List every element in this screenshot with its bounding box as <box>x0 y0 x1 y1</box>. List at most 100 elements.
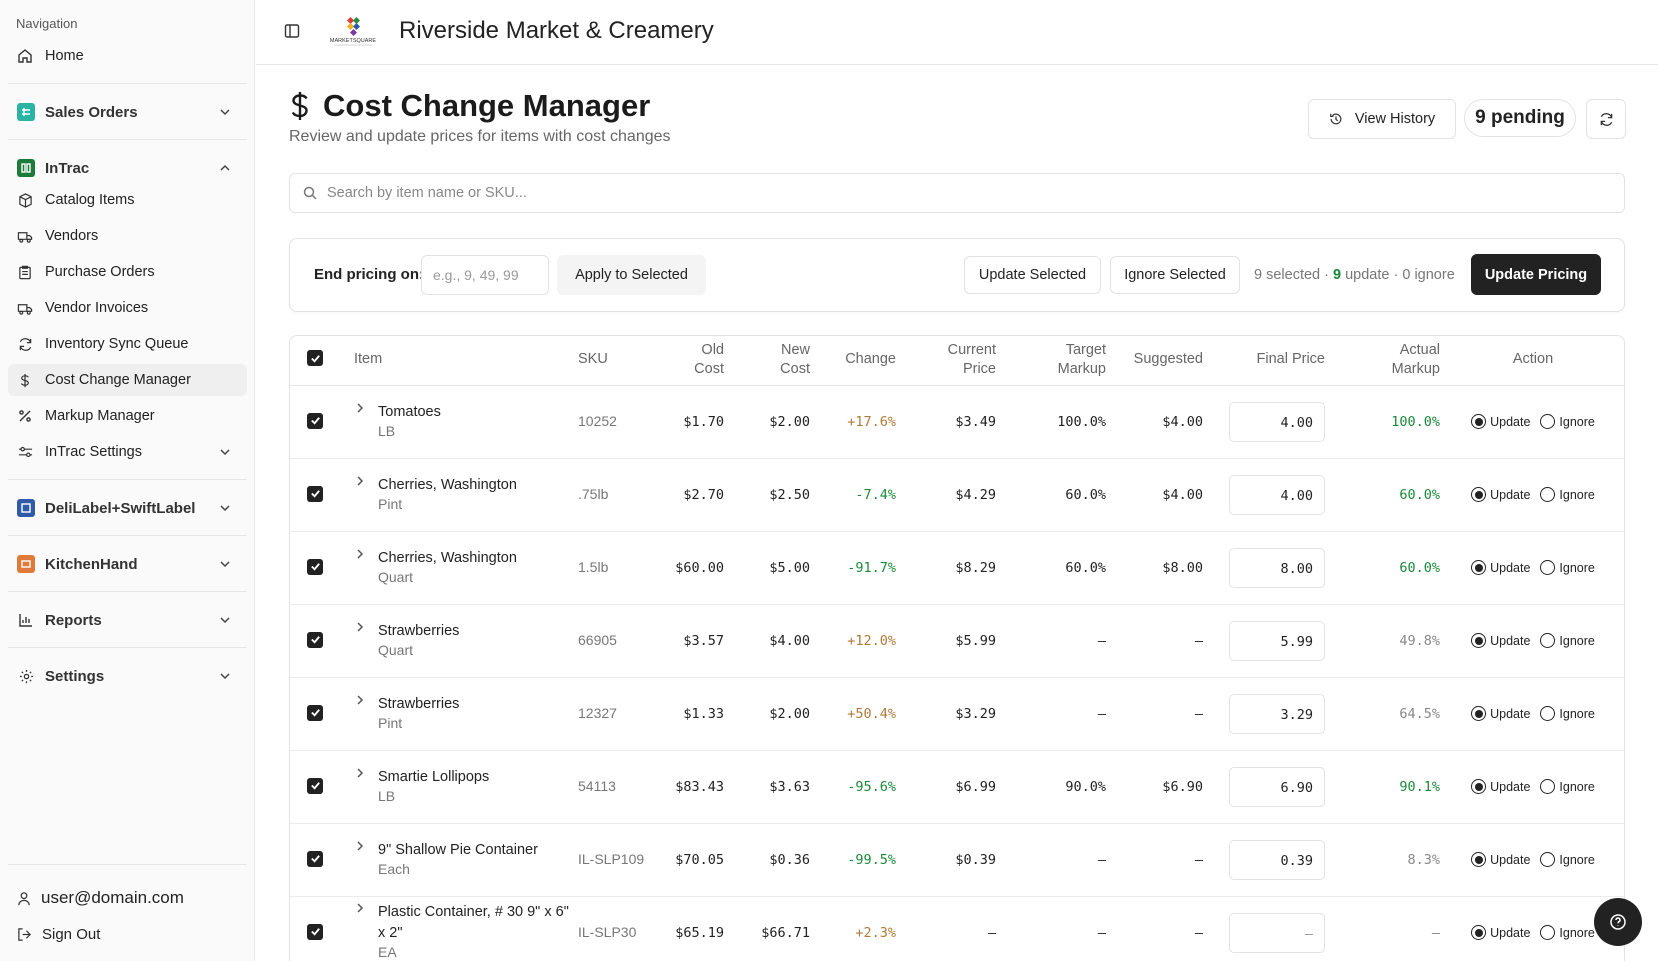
expand-row-icon[interactable] <box>355 694 365 710</box>
update-radio-dot[interactable] <box>1471 633 1487 648</box>
ignore-radio-dot[interactable] <box>1540 414 1556 429</box>
ignore-radio-dot[interactable] <box>1540 487 1556 502</box>
final-price-input[interactable]: 4.00 <box>1229 474 1325 515</box>
ignore-selected-button[interactable]: Ignore Selected <box>1110 256 1240 294</box>
final-price-input[interactable]: 8.00 <box>1229 547 1325 588</box>
row-select-cell[interactable] <box>290 896 340 961</box>
row-checkbox[interactable] <box>307 412 323 429</box>
ignore-radio-dot[interactable] <box>1540 852 1556 867</box>
help-button[interactable] <box>1594 898 1642 946</box>
col-change[interactable]: Change <box>810 336 896 386</box>
final-price-input[interactable]: 0.39 <box>1229 839 1325 880</box>
row-select-cell[interactable] <box>290 604 340 678</box>
update-radio-dot[interactable] <box>1471 779 1487 794</box>
row-checkbox[interactable] <box>307 850 323 867</box>
update-radio[interactable]: Update <box>1471 779 1530 794</box>
expand-row-icon[interactable] <box>355 902 365 918</box>
update-radio-dot[interactable] <box>1471 925 1487 940</box>
update-radio[interactable]: Update <box>1471 706 1530 721</box>
final-price-input[interactable]: 4.00 <box>1229 401 1325 442</box>
sidebar-toggle-icon[interactable] <box>284 23 300 42</box>
col-final-price[interactable]: Final Price <box>1203 336 1340 386</box>
col-current-price[interactable]: Current Price <box>896 336 996 386</box>
search-input[interactable] <box>327 185 1577 201</box>
ignore-radio-dot[interactable] <box>1540 779 1556 794</box>
select-all-checkbox[interactable] <box>307 350 323 367</box>
update-radio[interactable]: Update <box>1471 925 1530 940</box>
ignore-radio-dot[interactable] <box>1540 560 1556 575</box>
ignore-radio[interactable]: Ignore <box>1540 706 1595 721</box>
nav-vendors[interactable]: Vendors <box>8 220 247 252</box>
update-radio[interactable]: Update <box>1471 633 1530 648</box>
nav-group-delilabel[interactable]: DeliLabel+SwiftLabel <box>8 492 247 524</box>
nav-intrac-settings[interactable]: InTrac Settings <box>8 436 247 468</box>
nav-group-intrac[interactable]: InTrac <box>8 152 247 184</box>
row-select-cell[interactable] <box>290 677 340 751</box>
expand-row-icon[interactable] <box>355 402 365 418</box>
final-price-input[interactable]: 3.29 <box>1229 693 1325 734</box>
col-item[interactable]: Item <box>340 336 578 386</box>
ignore-radio[interactable]: Ignore <box>1540 633 1595 648</box>
nav-group-kitchenhand[interactable]: KitchenHand <box>8 548 247 580</box>
row-select-cell[interactable] <box>290 458 340 532</box>
update-radio[interactable]: Update <box>1471 487 1530 502</box>
col-sku[interactable]: SKU <box>578 336 652 386</box>
col-action[interactable]: Action <box>1440 336 1624 386</box>
nav-group-reports[interactable]: Reports <box>8 604 247 636</box>
ignore-radio-dot[interactable] <box>1540 706 1556 721</box>
update-radio-dot[interactable] <box>1471 706 1487 721</box>
update-radio-dot[interactable] <box>1471 487 1487 502</box>
view-history-button[interactable]: View History <box>1308 99 1456 139</box>
update-radio-dot[interactable] <box>1471 560 1487 575</box>
final-price-input[interactable]: 5.99 <box>1229 620 1325 661</box>
ignore-radio-dot[interactable] <box>1540 925 1556 940</box>
row-checkbox[interactable] <box>307 558 323 575</box>
nav-markup-manager[interactable]: Markup Manager <box>8 400 247 432</box>
row-select-cell[interactable] <box>290 750 340 824</box>
nav-cost-change-manager[interactable]: Cost Change Manager <box>8 364 247 396</box>
col-target-markup[interactable]: Target Markup <box>996 336 1106 386</box>
col-actual-markup[interactable]: Actual Markup <box>1340 336 1440 386</box>
update-radio[interactable]: Update <box>1471 414 1530 429</box>
nav-purchase-orders[interactable]: Purchase Orders <box>8 256 247 288</box>
row-select-cell[interactable] <box>290 823 340 897</box>
row-select-cell[interactable] <box>290 385 340 459</box>
update-selected-button[interactable]: Update Selected <box>964 256 1101 294</box>
ignore-radio[interactable]: Ignore <box>1540 925 1595 940</box>
ignore-radio[interactable]: Ignore <box>1540 560 1595 575</box>
nav-home[interactable]: Home <box>8 40 247 72</box>
expand-row-icon[interactable] <box>355 621 365 637</box>
col-suggested[interactable]: Suggested <box>1106 336 1203 386</box>
nav-catalog-items[interactable]: Catalog Items <box>8 184 247 216</box>
expand-row-icon[interactable] <box>355 548 365 564</box>
row-checkbox[interactable] <box>307 923 323 940</box>
apply-to-selected-button[interactable]: Apply to Selected <box>557 255 706 295</box>
refresh-button[interactable] <box>1586 99 1626 139</box>
row-checkbox[interactable] <box>307 631 323 648</box>
sign-out-button[interactable]: Sign Out <box>17 926 100 943</box>
final-price-input[interactable]: 6.90 <box>1229 766 1325 807</box>
ignore-radio[interactable]: Ignore <box>1540 487 1595 502</box>
ignore-radio[interactable]: Ignore <box>1540 779 1595 794</box>
update-radio[interactable]: Update <box>1471 560 1530 575</box>
ignore-radio[interactable]: Ignore <box>1540 852 1595 867</box>
select-all-cell[interactable] <box>290 336 340 386</box>
row-checkbox[interactable] <box>307 485 323 502</box>
row-select-cell[interactable] <box>290 531 340 605</box>
ignore-radio-dot[interactable] <box>1540 633 1556 648</box>
expand-row-icon[interactable] <box>355 767 365 783</box>
col-old-cost[interactable]: Old Cost <box>652 336 724 386</box>
nav-inventory-sync-queue[interactable]: Inventory Sync Queue <box>8 328 247 360</box>
final-price-input[interactable]: — <box>1229 912 1325 953</box>
nav-group-sales-orders[interactable]: Sales Orders <box>8 96 247 128</box>
row-checkbox[interactable] <box>307 704 323 721</box>
update-radio-dot[interactable] <box>1471 852 1487 867</box>
expand-row-icon[interactable] <box>355 840 365 856</box>
end-pricing-input[interactable] <box>421 255 549 295</box>
ignore-radio[interactable]: Ignore <box>1540 414 1595 429</box>
user-account[interactable]: user@domain.com <box>17 888 184 908</box>
nav-group-settings[interactable]: Settings <box>8 660 247 692</box>
nav-vendor-invoices[interactable]: Vendor Invoices <box>8 292 247 324</box>
update-radio[interactable]: Update <box>1471 852 1530 867</box>
row-checkbox[interactable] <box>307 777 323 794</box>
